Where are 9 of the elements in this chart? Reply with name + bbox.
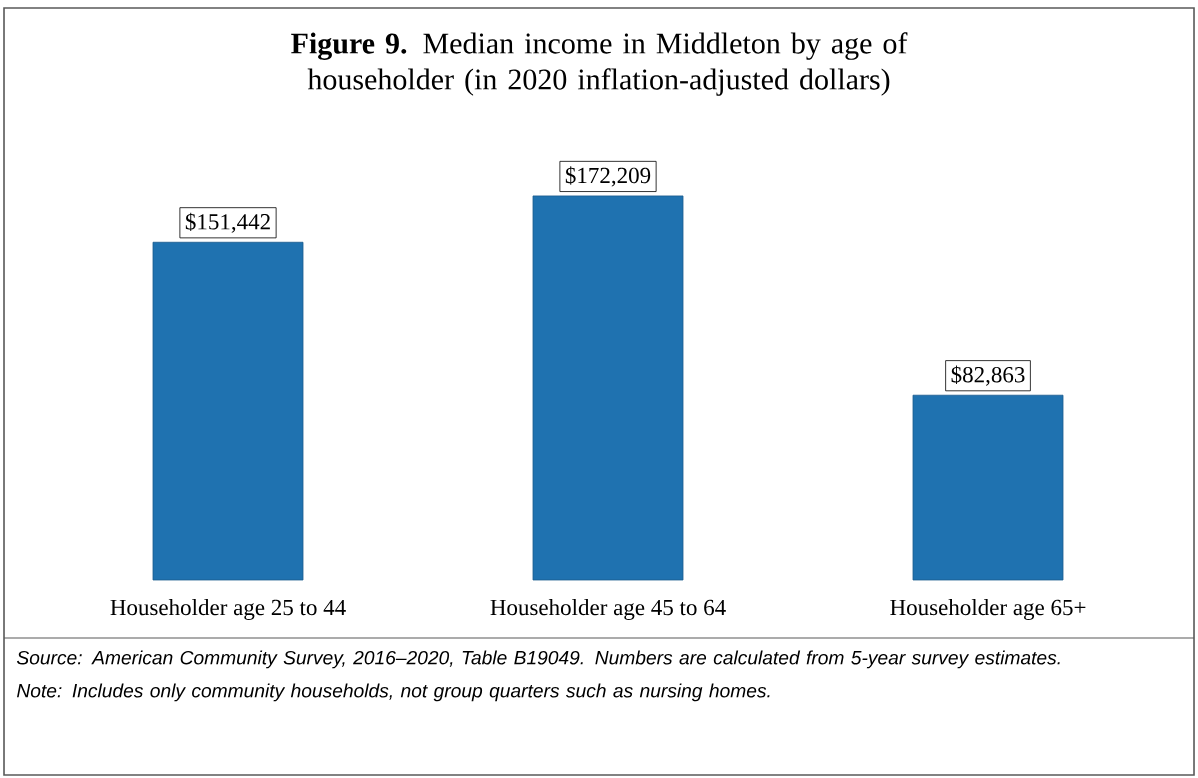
data-label: $172,209: [565, 166, 651, 187]
x-tick-label: Householder age 65+: [890, 599, 1086, 620]
chart-title: Figure 9. Median income in Middleton by age of householder (in 2020 inflation-adjusted dollars): [291, 32, 908, 96]
data-label: $82,863: [951, 365, 1025, 386]
text: Note: Includes only community households, not group quarters such as nursing homes.: [17, 683, 770, 702]
x-tick-label: Householder age 25 to 44: [110, 599, 346, 620]
data-label: $151,442: [185, 212, 270, 233]
source-note: Source: American Community Survey, 2016–2020, Table B19049. Numbers are calculated from 5-year survey estimates.: [16, 650, 1060, 669]
x-tick-label: Householder age 45 to 64: [490, 599, 726, 620]
